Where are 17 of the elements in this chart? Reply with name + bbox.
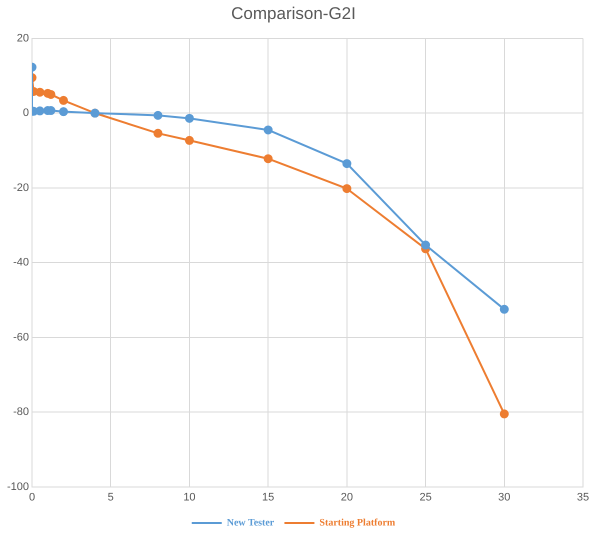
legend-label: New Tester bbox=[226, 518, 275, 529]
x-tick-label: 20 bbox=[340, 491, 353, 504]
chart-title: Comparison-G2I bbox=[231, 4, 356, 23]
x-tick-label: 15 bbox=[262, 491, 274, 504]
y-tick-label: 20 bbox=[16, 32, 30, 44]
y-tick-label: -60 bbox=[13, 331, 30, 344]
x-tick-label: 35 bbox=[576, 491, 590, 504]
y-tick-label: -40 bbox=[13, 256, 30, 269]
y-tick-label: -20 bbox=[13, 182, 30, 194]
y-tick-label: -100 bbox=[6, 480, 30, 493]
y-tick-label: -80 bbox=[13, 406, 30, 418]
y-tick-label: 0 bbox=[22, 107, 30, 120]
x-tick-label: 10 bbox=[183, 491, 196, 504]
x-tick-label: 5 bbox=[108, 491, 114, 504]
legend-label: Starting Platform bbox=[319, 518, 396, 529]
x-tick-label: 30 bbox=[498, 491, 510, 504]
x-tick-label: 25 bbox=[419, 491, 432, 504]
